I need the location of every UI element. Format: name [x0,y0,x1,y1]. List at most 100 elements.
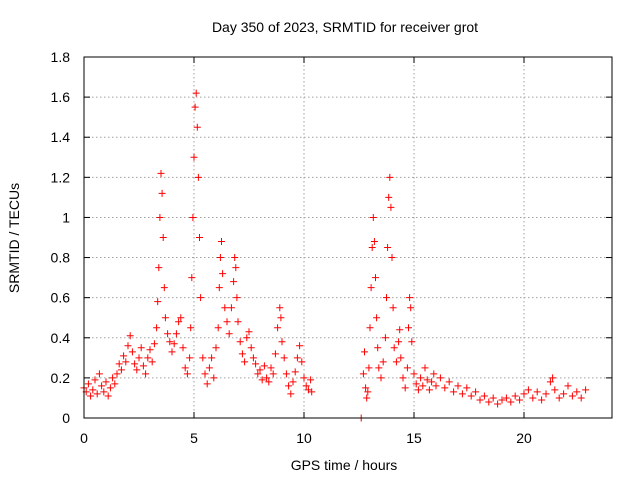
data-point [230,278,238,286]
y-tick-label: 1.8 [51,49,71,65]
data-point [308,388,316,396]
data-point [287,390,295,398]
data-point [369,213,377,221]
data-point [511,392,519,400]
y-axis-label: SRMTID / TECUs [6,183,22,293]
data-point [450,388,458,396]
data-point [158,189,166,197]
y-tick-label: 0.8 [51,250,71,266]
data-point [276,304,284,312]
data-points [80,89,590,422]
data-point [183,370,191,378]
data-point [139,362,147,370]
data-point [263,374,271,382]
data-point [293,354,301,362]
data-point [199,354,207,362]
data-point [401,384,409,392]
data-point [476,396,484,404]
x-tick-label: 10 [296,430,312,446]
data-point [190,153,198,161]
data-point [399,374,407,382]
data-point [385,193,393,201]
data-point [441,384,449,392]
data-point [364,388,372,396]
axis-ticks: 0 5 10 15 20 0 0.2 0.4 0.6 0.8 1 1.2 1.4 1.6 1.8 [51,49,612,446]
data-point [419,382,427,390]
data-point [144,354,152,362]
data-point [133,366,141,374]
data-point [232,264,240,272]
data-point [274,324,282,332]
data-point [258,376,266,384]
data-point [186,354,194,362]
data-point [538,396,546,404]
data-point [425,386,433,394]
data-point [106,384,114,392]
data-point [215,284,223,292]
y-tick-label: 0 [62,410,70,426]
data-point [573,388,581,396]
data-point [164,330,172,338]
data-point [161,314,169,322]
data-point [428,378,436,386]
data-point [218,238,225,246]
data-point [115,360,123,368]
data-point [489,394,497,402]
data-point [408,338,416,346]
data-point [458,390,466,398]
data-point [372,274,379,282]
data-point [502,394,510,402]
data-point [392,358,400,366]
data-point [212,344,220,352]
data-point [370,238,378,246]
data-point [403,364,411,372]
y-tick-label: 0.2 [51,370,71,386]
data-point [267,364,275,372]
data-point [265,378,273,386]
data-point [362,384,370,392]
data-point [472,388,480,396]
data-point [551,386,559,394]
x-tick-label: 20 [516,430,532,446]
data-point [191,103,199,111]
data-point [298,358,306,366]
data-point [221,304,229,312]
data-point [520,390,528,398]
chart-title: Day 350 of 2023, SRMTID for receiver gro… [212,19,478,35]
data-point [390,344,398,352]
data-point [367,284,375,292]
data-point [568,392,576,400]
data-point [271,350,279,358]
data-point [172,330,180,338]
data-point [395,338,403,346]
x-axis-label: GPS time / hours [291,457,398,473]
data-point [216,254,224,262]
data-point [278,338,286,346]
data-point [277,314,285,322]
data-point [494,400,502,408]
data-point [150,340,158,348]
data-point [170,340,178,348]
data-point [300,374,308,382]
data-point [296,342,304,350]
data-point [177,314,185,322]
data-point [389,304,397,312]
data-point [498,396,506,404]
data-point [516,396,524,404]
data-point [89,386,97,394]
data-point [529,394,537,402]
data-point [91,376,99,384]
data-point [187,324,195,332]
x-tick-label: 0 [80,430,88,446]
data-point [454,382,462,390]
data-point [366,324,374,332]
data-point [546,378,554,386]
data-point [555,394,563,402]
data-point [160,284,168,292]
data-point [131,360,139,368]
data-point [361,348,368,356]
data-point [93,390,101,398]
data-point [282,370,290,378]
data-point [397,354,405,362]
data-point [247,344,255,352]
